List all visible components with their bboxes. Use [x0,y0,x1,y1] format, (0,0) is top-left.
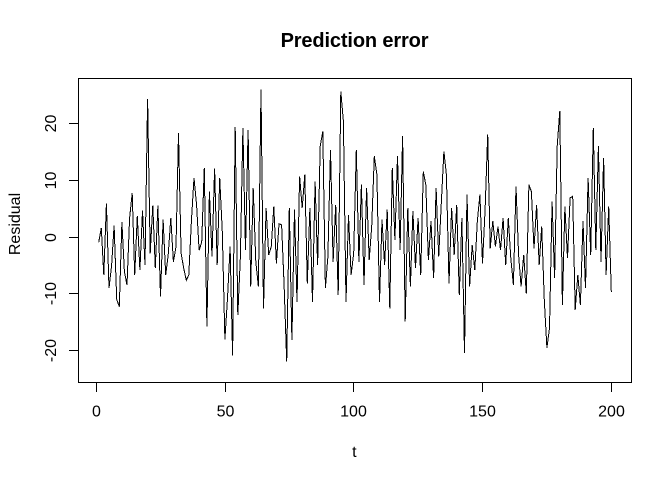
svg-text:0: 0 [92,404,101,421]
svg-text:10: 10 [43,172,60,190]
svg-text:20: 20 [43,115,60,133]
svg-text:Residual: Residual [7,193,24,255]
svg-text:Prediction error: Prediction error [281,30,429,52]
svg-text:0: 0 [43,233,60,242]
svg-text:-10: -10 [43,282,60,305]
svg-text:-20: -20 [43,339,60,362]
svg-text:50: 50 [217,404,235,421]
svg-text:200: 200 [598,404,625,421]
svg-text:t: t [352,444,357,461]
svg-text:100: 100 [340,404,367,421]
svg-text:150: 150 [469,404,496,421]
